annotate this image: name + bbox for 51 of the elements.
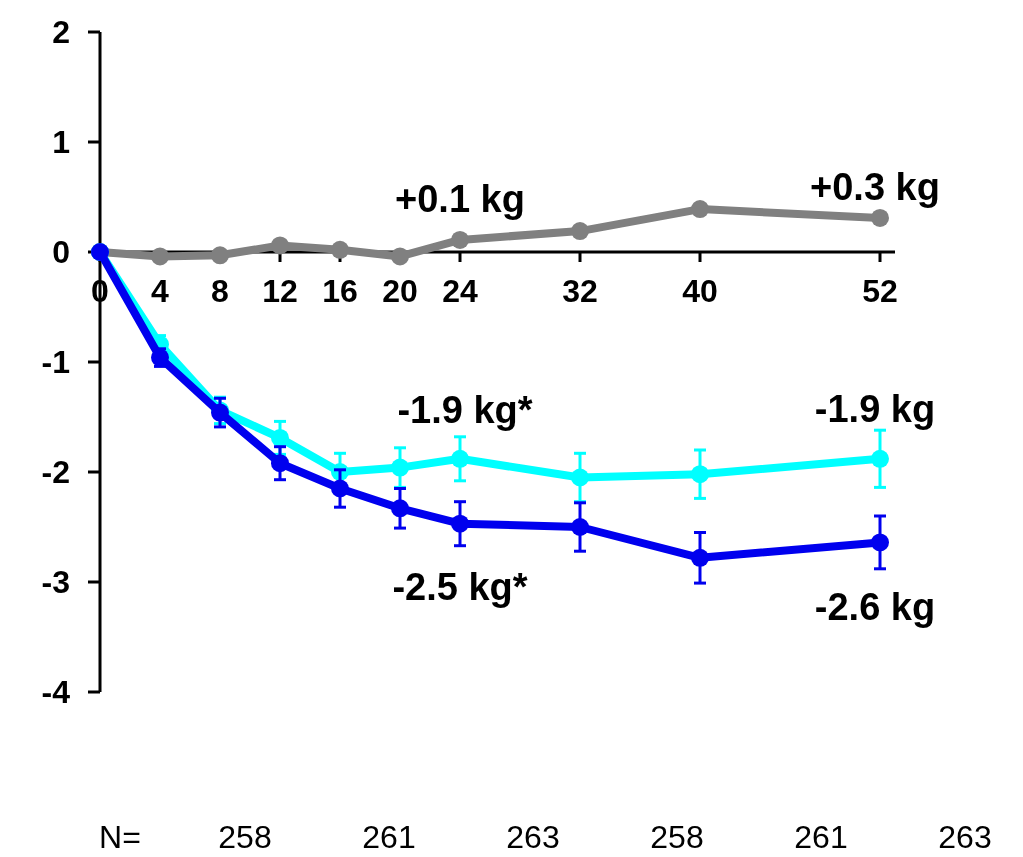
y-tick-label: 2 <box>52 14 70 51</box>
x-tick-label: 32 <box>562 273 598 309</box>
point <box>691 200 709 219</box>
point <box>571 222 589 241</box>
point <box>571 468 589 487</box>
annotation: +0.3 kg <box>810 166 940 208</box>
point <box>331 479 349 498</box>
x-tick-label: 4 <box>151 273 170 309</box>
text: 261 <box>794 819 848 855</box>
x-tick-label: 12 <box>262 273 298 309</box>
point <box>691 548 709 567</box>
y-tick-label: 1 <box>52 124 70 161</box>
point <box>691 465 709 484</box>
x-tick-label: 52 <box>862 273 898 309</box>
text: 258 <box>650 819 704 855</box>
point <box>451 449 469 468</box>
x-tick-label: 20 <box>382 273 418 309</box>
point <box>211 246 229 265</box>
annotation: -1.9 kg <box>814 388 936 430</box>
x-tick-label: 24 <box>442 273 478 309</box>
point <box>451 514 469 533</box>
x-tick-label: 16 <box>322 273 358 309</box>
text: 261 <box>362 819 416 855</box>
y-tick-label: 0 <box>52 234 70 271</box>
point <box>391 499 409 518</box>
point <box>271 236 289 255</box>
point <box>451 230 469 249</box>
point <box>391 458 409 477</box>
annotation: -1.9 kg* <box>397 389 533 431</box>
y-tick-label: -2 <box>41 454 70 491</box>
annotation: -2.6 kg <box>814 586 936 628</box>
text: 263 <box>938 819 992 855</box>
point <box>871 208 889 227</box>
point <box>271 454 289 473</box>
point <box>571 518 589 536</box>
point <box>871 449 889 468</box>
text: 263 <box>506 819 560 855</box>
text: N= <box>99 819 141 855</box>
point <box>271 428 289 447</box>
x-tick-label: 40 <box>682 273 718 309</box>
y-tick-label: -3 <box>41 564 70 601</box>
y-tick-label: -1 <box>41 344 70 381</box>
point <box>331 240 349 259</box>
y-tick-label: -4 <box>41 674 71 711</box>
point <box>871 533 889 552</box>
x-tick-label: 8 <box>211 273 229 309</box>
text: 258 <box>218 819 272 855</box>
annotation: +0.1 kg <box>395 178 525 220</box>
point <box>391 247 409 266</box>
annotation: -2.5 kg* <box>392 566 528 608</box>
point <box>151 247 169 266</box>
